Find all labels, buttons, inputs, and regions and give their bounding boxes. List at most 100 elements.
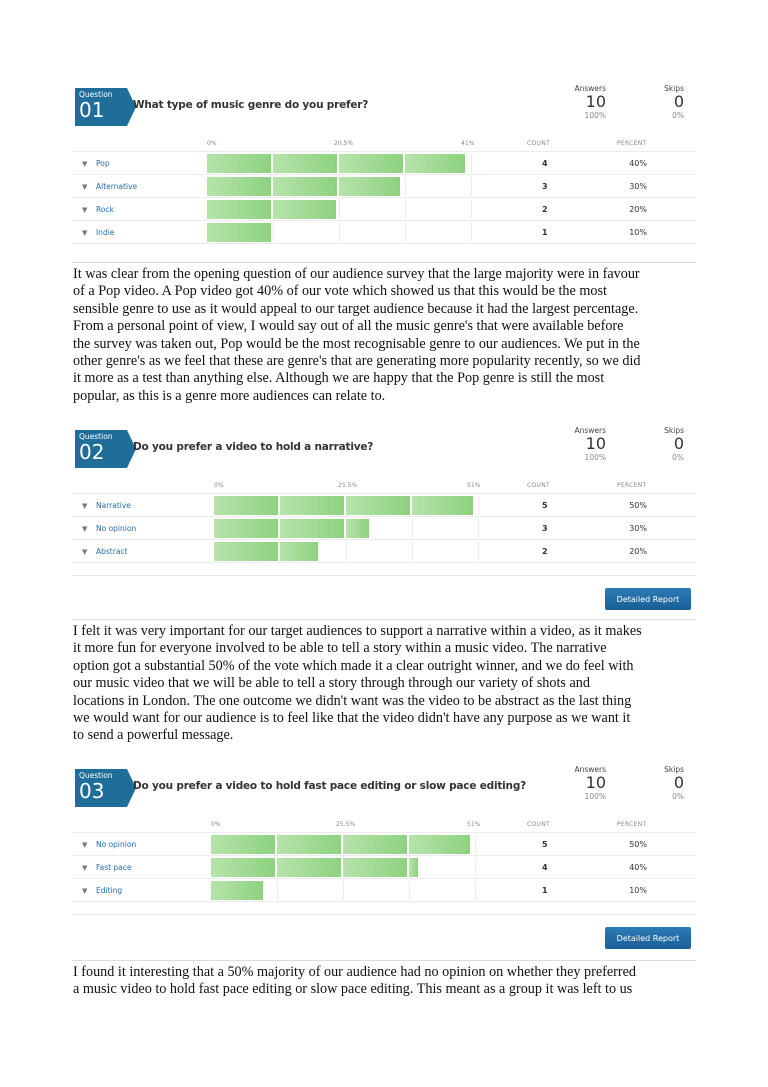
table-row: ▼ No opinion 3 30%	[72, 517, 696, 540]
answer-count: 4	[542, 863, 548, 872]
bar-segment	[405, 154, 465, 173]
filter-icon[interactable]: ▼	[82, 206, 88, 214]
answer-count: 4	[542, 159, 548, 168]
percent-header: PERCENT	[617, 821, 647, 828]
answer-count: 2	[542, 547, 548, 556]
answer-count: 5	[542, 840, 548, 849]
grid-line	[478, 496, 479, 515]
axis-tick: 25.5%	[336, 821, 356, 828]
bar-track	[211, 858, 476, 877]
filter-icon[interactable]: ▼	[82, 864, 88, 872]
filter-icon[interactable]: ▼	[82, 229, 88, 237]
answer-option-link[interactable]: ▼ Narrative	[82, 501, 131, 510]
table-row: ▼ Abstract 2 20%	[72, 540, 696, 563]
axis-tick: 20.5%	[334, 140, 354, 147]
question-badge-label: Question	[79, 90, 113, 99]
paragraph-line: to send a powerful message.	[73, 727, 234, 744]
answer-option-link[interactable]: ▼ Fast pace	[82, 863, 132, 872]
bar-segment	[280, 519, 344, 538]
paragraph-line: sensible genre to use as it would appeal…	[73, 300, 639, 317]
answer-percent: 50%	[629, 501, 647, 510]
answer-option-label: No opinion	[96, 840, 137, 849]
bar-segment	[207, 154, 271, 173]
answers-percent: 100%	[584, 792, 606, 801]
bar-segment	[339, 154, 403, 173]
axis-row: 0% 25.5% 51% COUNT PERCENT	[72, 819, 696, 833]
bar-segment	[346, 519, 369, 538]
answer-option-link[interactable]: ▼ Indie	[82, 228, 114, 237]
grid-line	[475, 881, 476, 900]
question-header: Question 01 What type of music genre do …	[72, 84, 696, 128]
result-bar	[214, 519, 369, 538]
bar-segment	[214, 542, 278, 561]
grid-line	[471, 154, 472, 173]
grid-line	[412, 519, 413, 538]
skips-label: Skips	[664, 426, 684, 435]
paragraph-line: popular, as this is a genre more audienc…	[73, 387, 386, 404]
question-number: 03	[79, 779, 105, 803]
answers-stat: Answers 10 100%	[574, 426, 606, 462]
answer-option-label: Editing	[96, 886, 123, 895]
filter-icon[interactable]: ▼	[82, 160, 88, 168]
bar-segment	[280, 542, 318, 561]
skips-percent: 0%	[672, 453, 684, 462]
bar-segment	[277, 835, 341, 854]
answer-option-link[interactable]: ▼ Pop	[82, 159, 110, 168]
filter-icon[interactable]: ▼	[82, 525, 88, 533]
answer-percent: 40%	[629, 159, 647, 168]
filter-icon[interactable]: ▼	[82, 502, 88, 510]
axis-tick: 0%	[207, 140, 217, 147]
answer-option-link[interactable]: ▼ No opinion	[82, 840, 136, 849]
filter-icon[interactable]: ▼	[82, 887, 88, 895]
bar-segment	[211, 858, 275, 877]
answer-option-link[interactable]: ▼ Editing	[82, 886, 122, 895]
answer-option-label: Rock	[96, 205, 114, 214]
bar-segment	[211, 835, 275, 854]
answer-option-link[interactable]: ▼ Abstract	[82, 547, 127, 556]
table-row: ▼ No opinion 5 50%	[72, 833, 696, 856]
bar-track	[207, 223, 472, 242]
result-bar	[211, 858, 418, 877]
question-badge: Question 02	[75, 430, 136, 468]
answer-option-link[interactable]: ▼ No opinion	[82, 524, 136, 533]
answer-count: 2	[542, 205, 548, 214]
question-number: 02	[79, 440, 105, 464]
results-chart: 0% 25.5% 51% COUNT PERCENT ▼ No opinion 5 5…	[72, 819, 696, 902]
detailed-report-button[interactable]: Detailed Report	[605, 927, 691, 949]
bar-segment	[339, 177, 400, 196]
grid-line	[471, 223, 472, 242]
paragraph-line: other genre's as we feel that these are …	[73, 353, 641, 370]
question-badge: Question 01	[75, 88, 136, 126]
answer-percent: 30%	[629, 182, 647, 191]
count-header: COUNT	[527, 140, 550, 147]
bar-segment	[346, 496, 410, 515]
answers-percent: 100%	[584, 111, 606, 120]
skips-label: Skips	[664, 84, 684, 93]
grid-line	[475, 858, 476, 877]
paragraph-line: it more as a test than anything else. Al…	[73, 370, 605, 387]
axis-tick: 0%	[211, 821, 221, 828]
bar-segment	[214, 519, 278, 538]
bar-track	[207, 154, 472, 173]
answer-percent: 10%	[629, 886, 647, 895]
commentary-paragraph-3: I found it interesting that a 50% majori…	[73, 964, 703, 999]
bar-track	[214, 519, 479, 538]
answer-option-link[interactable]: ▼ Rock	[82, 205, 114, 214]
filter-icon[interactable]: ▼	[82, 548, 88, 556]
count-header: COUNT	[527, 482, 550, 489]
question-header: Question 02 Do you prefer a video to hol…	[72, 426, 696, 470]
answer-option-link[interactable]: ▼ Alternative	[82, 182, 137, 191]
report-footer: Detailed Report	[72, 914, 696, 952]
filter-icon[interactable]: ▼	[82, 841, 88, 849]
result-bar	[207, 223, 271, 242]
result-rows: ▼ Pop 4 40% ▼ Alternative 3 30% ▼ Rock 2 20% ▼ Indie 1…	[72, 152, 696, 244]
detailed-report-button[interactable]: Detailed Report	[605, 588, 691, 610]
bar-segment	[207, 223, 271, 242]
report-footer: Detailed Report	[72, 575, 696, 613]
bar-track	[207, 200, 472, 219]
bar-segment	[273, 177, 337, 196]
paragraph-line: It was clear from the opening question o…	[73, 266, 640, 282]
filter-icon[interactable]: ▼	[82, 183, 88, 191]
question-title: What type of music genre do you prefer?	[133, 99, 369, 111]
grid-line	[277, 881, 278, 900]
